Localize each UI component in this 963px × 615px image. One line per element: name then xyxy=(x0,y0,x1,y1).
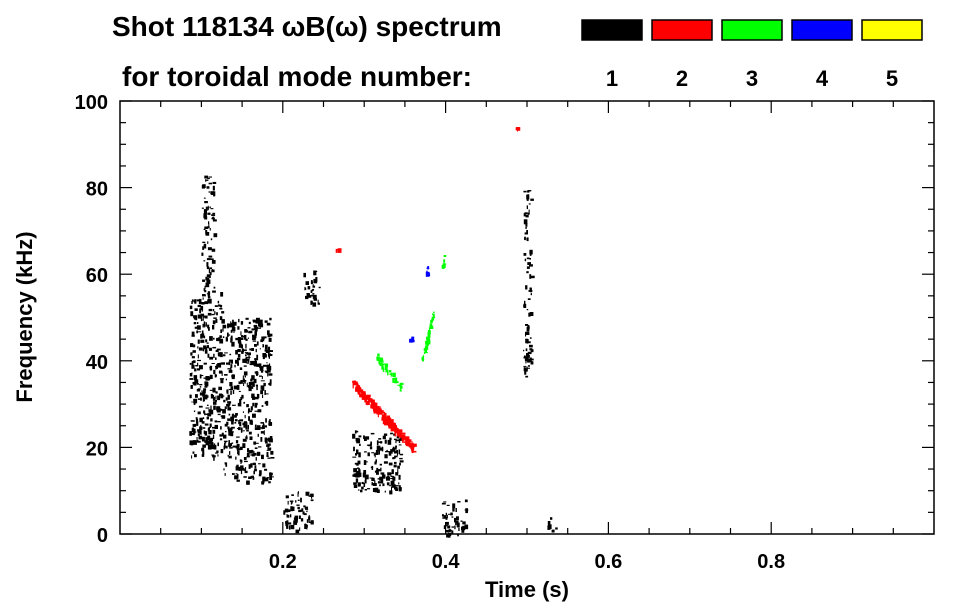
feature-mode-3-12 xyxy=(376,353,404,392)
x-axis: 0.2 0.4 0.6 0.8 xyxy=(160,101,894,573)
legend: 1 2 3 4 5 xyxy=(581,19,923,91)
legend-swatch-1 xyxy=(581,19,643,41)
x-tick-label: 0.4 xyxy=(432,551,461,573)
y-axis-title: Frequency (kHz) xyxy=(12,231,37,402)
y-tick-label: 100 xyxy=(75,92,108,114)
y-tick-label: 60 xyxy=(86,265,108,287)
feature-mode-1-4 xyxy=(283,491,314,534)
legend-swatch-3 xyxy=(721,19,783,41)
legend-swatch-5 xyxy=(861,19,923,41)
feature-mode-1-2 xyxy=(221,317,275,485)
feature-mode-3-14 xyxy=(441,255,447,269)
feature-mode-4-16 xyxy=(409,336,415,343)
feature-mode-2-9 xyxy=(352,380,417,454)
feature-mode-4-15 xyxy=(425,266,431,277)
feature-mode-2-11 xyxy=(515,127,521,132)
legend-swatch-4 xyxy=(791,19,853,41)
legend-label-5: 5 xyxy=(886,66,898,91)
feature-mode-1-7 xyxy=(523,190,535,378)
x-tick-label: 0.8 xyxy=(757,551,785,573)
x-tick-label: 0.6 xyxy=(594,551,622,573)
y-tick-label: 20 xyxy=(86,438,108,460)
feature-mode-1-1 xyxy=(201,175,218,296)
feature-mode-1-3 xyxy=(303,270,321,307)
feature-mode-1-8 xyxy=(547,517,558,533)
feature-mode-1-5 xyxy=(352,430,404,495)
y-tick-label: 40 xyxy=(86,352,108,374)
chart-title: Shot 118134 ωB(ω) spectrum xyxy=(112,11,502,42)
y-axis: 0 20 40 60 80 100 xyxy=(75,92,934,547)
x-axis-title: Time (s) xyxy=(485,577,569,602)
feature-mode-2-10 xyxy=(335,248,342,253)
feature-mode-1-6 xyxy=(441,499,469,538)
legend-label-4: 4 xyxy=(816,66,829,91)
chart-subtitle: for toroidal mode number: xyxy=(122,61,472,92)
legend-label-1: 1 xyxy=(606,66,618,91)
legend-label-3: 3 xyxy=(746,66,758,91)
feature-mode-1-0 xyxy=(189,292,226,461)
legend-label-2: 2 xyxy=(676,66,688,91)
plot-features xyxy=(189,127,558,538)
y-tick-label: 0 xyxy=(97,525,108,547)
feature-mode-3-13 xyxy=(421,311,436,362)
legend-swatch-2 xyxy=(651,19,713,41)
x-tick-label: 0.2 xyxy=(269,551,297,573)
y-tick-label: 80 xyxy=(86,179,108,201)
